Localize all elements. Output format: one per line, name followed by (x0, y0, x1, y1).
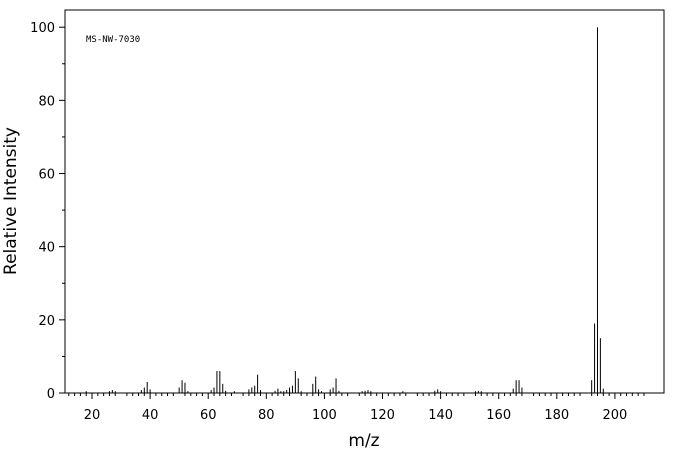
x-tick-label: 120 (370, 408, 395, 423)
x-tick-label: 180 (544, 408, 569, 423)
annotation: MS-NW-7030 (86, 35, 140, 45)
x-tick-label: 160 (486, 408, 511, 423)
y-tick-label: 20 (38, 314, 55, 329)
x-axis-label: m/z (348, 431, 379, 451)
x-tick-label: 200 (602, 408, 627, 423)
y-tick-label: 80 (38, 94, 55, 109)
plot-frame (64, 9, 665, 394)
x-tick-label: 100 (312, 408, 337, 423)
y-tick-label: 60 (38, 168, 55, 183)
x-tick-label: 20 (84, 408, 101, 423)
y-tick-label: 0 (47, 387, 55, 402)
x-tick-label: 140 (428, 408, 453, 423)
x-tick-label: 40 (142, 408, 159, 423)
y-tick-label: 40 (38, 241, 55, 256)
x-tick-label: 60 (200, 408, 217, 423)
y-axis-label: Relative Intensity (1, 127, 21, 275)
x-tick-label: 80 (258, 408, 275, 423)
y-tick-label: 100 (30, 21, 55, 36)
